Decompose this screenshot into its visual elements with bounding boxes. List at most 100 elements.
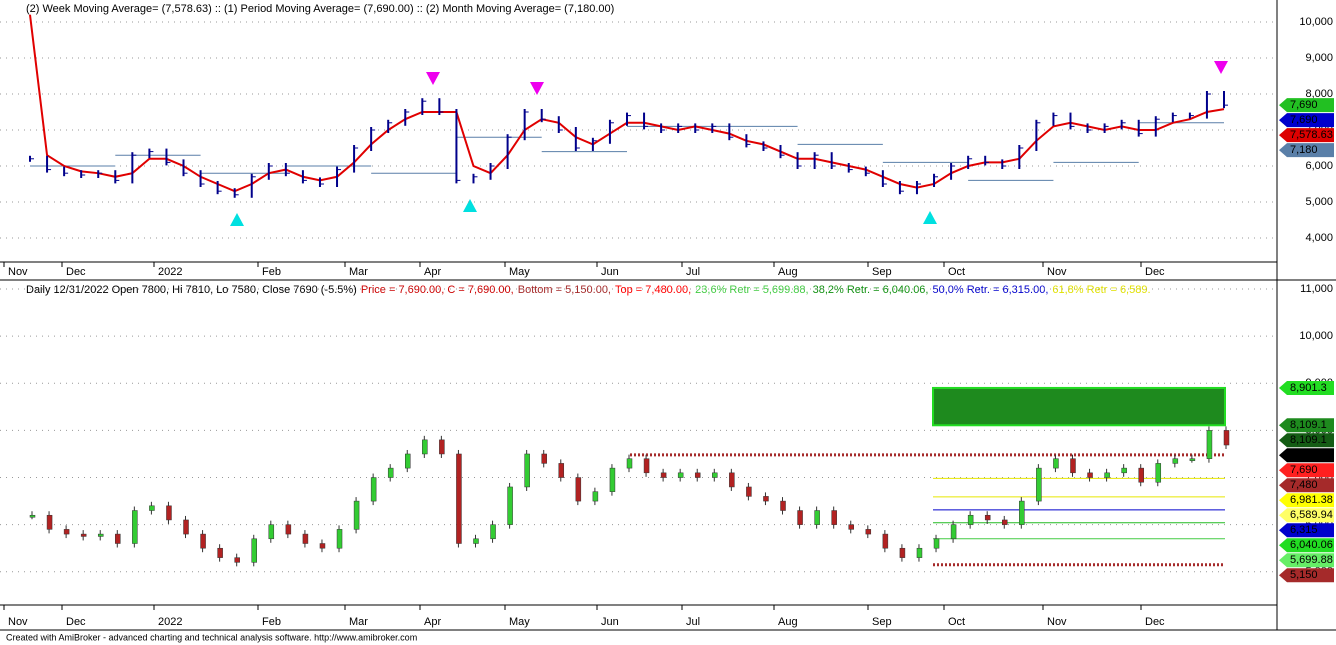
x-tick-label: Mar xyxy=(349,616,368,628)
price-tag: 7,690 xyxy=(1279,98,1334,113)
sell-signal xyxy=(426,72,440,85)
candle xyxy=(1104,472,1110,478)
x-tick-label: Dec xyxy=(66,616,86,628)
price-tag: 8,901.3 xyxy=(1279,380,1334,395)
candle xyxy=(387,467,394,478)
price-tag: 7,690 xyxy=(1279,448,1334,463)
footer: Created with AmiBroker - advanced charti… xyxy=(6,632,417,642)
candle xyxy=(575,477,582,502)
tag-shape xyxy=(1279,143,1334,158)
x-tick-label: Dec xyxy=(1145,266,1165,278)
y-tick-label: 4,000 xyxy=(1305,232,1333,244)
tag-label: 5,699.88 xyxy=(1290,554,1333,566)
price-tag: 6,315 xyxy=(1279,523,1334,538)
tag-label: 7,180 xyxy=(1290,144,1318,156)
tag-shape xyxy=(1279,433,1334,448)
candle xyxy=(29,514,36,518)
tag-label: 8,109.1 xyxy=(1290,419,1327,431)
tag-label: 6,589.94 xyxy=(1290,509,1333,521)
x-tick-label: Nov xyxy=(1047,266,1067,278)
tag-label: 7,690 xyxy=(1290,449,1318,461)
sell-signal xyxy=(530,82,544,95)
x-tick-label: May xyxy=(509,266,530,278)
candle xyxy=(643,458,650,474)
tag-label: 6,040.06 xyxy=(1290,539,1333,551)
x-tick-label: Feb xyxy=(262,616,281,628)
x-tick-label: Nov xyxy=(8,266,28,278)
candle xyxy=(234,557,240,563)
candle xyxy=(1019,500,1025,525)
candle xyxy=(882,533,889,549)
x-tick-label: May xyxy=(509,616,530,628)
price-tag: 8,109.1 xyxy=(1279,418,1334,433)
candle xyxy=(660,472,667,478)
candle xyxy=(422,439,428,455)
price-tag: 7,180 xyxy=(1279,143,1334,158)
candle xyxy=(1070,458,1076,474)
price-tag: 5,699.88 xyxy=(1279,553,1334,568)
tag-shape xyxy=(1279,128,1334,143)
candle xyxy=(251,538,257,563)
candle xyxy=(149,505,155,511)
tag-shape xyxy=(1279,478,1334,493)
candle xyxy=(1053,458,1059,469)
x-tick-label: Feb xyxy=(262,266,281,278)
title-part: 23,6% Retr = 5,699.88, xyxy=(695,284,808,296)
x-tick-label: 2022 xyxy=(158,616,182,628)
tag-label: 5,150 xyxy=(1290,569,1318,581)
candle xyxy=(848,524,854,530)
x-tick-label: Aug xyxy=(778,266,798,278)
candle xyxy=(63,529,70,535)
x-tick-label: Dec xyxy=(66,266,86,278)
candle xyxy=(405,453,411,469)
title-part: 50,0% Retr. = 6,315.00, xyxy=(932,284,1048,296)
x-tick-label: Apr xyxy=(424,266,441,278)
tag-shape xyxy=(1279,98,1334,113)
tag-shape xyxy=(1279,553,1334,568)
candle xyxy=(319,543,326,549)
tag-label: 7,690 xyxy=(1290,464,1318,476)
x-tick-label: Oct xyxy=(948,616,965,628)
candle xyxy=(831,510,837,525)
candle xyxy=(729,472,735,488)
candle xyxy=(1206,430,1213,459)
x-tick-label: Oct xyxy=(948,266,965,278)
candle xyxy=(1138,467,1144,483)
candle xyxy=(1036,467,1042,502)
tag-shape xyxy=(1279,523,1334,538)
x-tick-label: Dec xyxy=(1145,616,1165,628)
candle xyxy=(780,500,786,511)
candle xyxy=(490,524,496,540)
price-tag: 6,981.38 xyxy=(1279,493,1334,508)
candle xyxy=(967,514,974,525)
candle xyxy=(353,500,360,530)
price-tag: 7,690 xyxy=(1279,463,1334,478)
tag-shape xyxy=(1279,418,1334,433)
x-tick-label: Sep xyxy=(872,616,892,628)
candle xyxy=(1189,458,1196,461)
tag-shape xyxy=(1279,568,1334,583)
candle xyxy=(336,529,343,549)
tag-shape xyxy=(1279,493,1334,508)
candle xyxy=(558,463,565,478)
x-tick-label: Jul xyxy=(686,266,700,278)
price-tag: 6,040.06 xyxy=(1279,538,1334,553)
title-part: Bottom = 5,150.00, xyxy=(518,284,611,296)
candle xyxy=(950,524,957,540)
tag-shape xyxy=(1279,538,1334,553)
candle xyxy=(1223,430,1230,446)
candle xyxy=(899,547,906,558)
title-part: 38,2% Retr. = 6,040.06, xyxy=(813,284,929,296)
candle xyxy=(865,529,872,535)
candle xyxy=(592,491,599,502)
candle xyxy=(132,510,138,544)
y-tick-label: 11,000 xyxy=(1300,283,1333,295)
candle xyxy=(285,524,292,535)
buy-signal xyxy=(923,211,937,224)
candle xyxy=(166,505,172,521)
tag-shape xyxy=(1279,508,1334,523)
candle xyxy=(200,533,206,549)
x-tick-label: Jun xyxy=(601,266,619,278)
